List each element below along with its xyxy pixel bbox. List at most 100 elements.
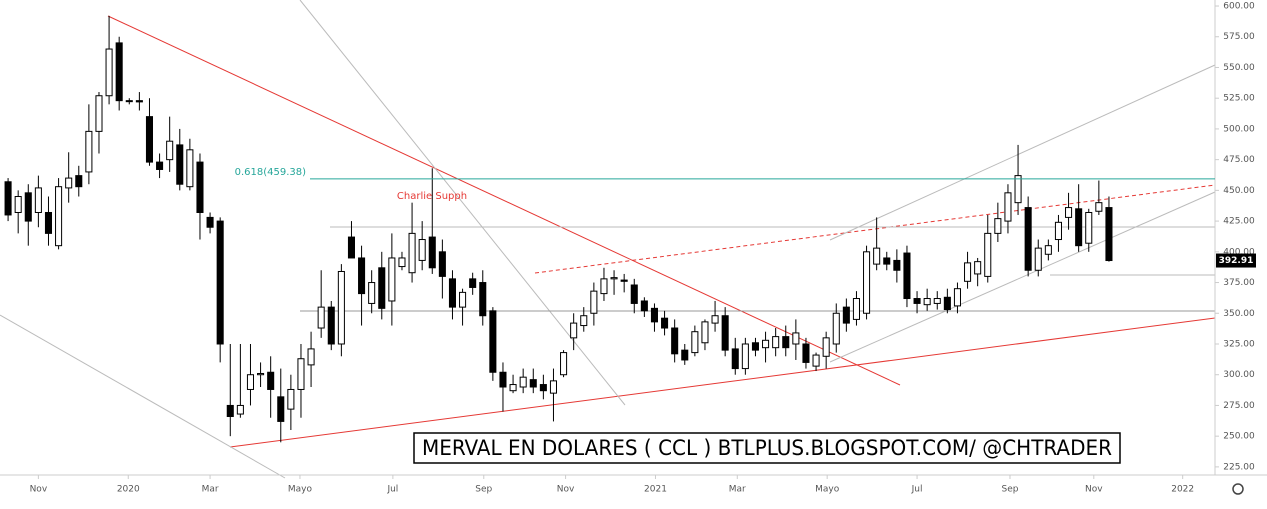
candle-body	[650, 307, 658, 323]
candle-body	[267, 371, 275, 390]
candle-body	[832, 312, 840, 345]
candle-body	[448, 278, 456, 308]
candle-body	[479, 282, 487, 317]
candle-body	[408, 232, 416, 274]
candle-body	[176, 144, 184, 185]
annotation: Charlie Supph	[397, 191, 467, 202]
y-tick-label: 575.00	[1223, 32, 1255, 42]
candle-body	[1105, 207, 1113, 262]
candle-body	[85, 130, 93, 173]
candle-body	[418, 239, 426, 261]
candle-body	[772, 336, 780, 349]
candle-body	[14, 196, 22, 213]
x-tick-label: 2021	[644, 485, 667, 495]
candle-body	[964, 262, 972, 282]
candle-body	[933, 298, 941, 304]
candle-body	[822, 337, 830, 357]
last-price-tag	[1216, 253, 1256, 268]
candle-body	[852, 298, 860, 320]
candle-body	[4, 181, 12, 216]
candle-body	[1085, 211, 1093, 244]
candle-body	[1024, 207, 1032, 271]
y-tick-label: 500.00	[1223, 124, 1255, 134]
x-tick-label: Mar	[202, 485, 219, 495]
y-tick-label: 425.00	[1223, 217, 1255, 227]
x-tick-label: Mayo	[815, 485, 840, 495]
x-tick-label: Nov	[1085, 485, 1103, 495]
candle-body	[681, 349, 689, 361]
candle-body	[721, 315, 729, 351]
candle-body	[1034, 247, 1042, 271]
candle-body	[731, 348, 739, 370]
y-tick-label: 325.00	[1223, 339, 1255, 349]
candle-body	[1075, 208, 1083, 247]
candle-body	[812, 354, 820, 367]
trend-line	[299, 0, 626, 406]
drawings	[0, 0, 1216, 479]
candle-body	[166, 140, 174, 161]
candle-body	[943, 296, 951, 311]
candle-body	[287, 388, 295, 410]
candles	[4, 15, 1113, 443]
candle-body	[580, 315, 588, 327]
y-tick-label: 450.00	[1223, 186, 1255, 196]
candle-body	[661, 317, 669, 329]
candle-body	[378, 267, 386, 309]
candle-body	[600, 278, 608, 295]
candle-body	[459, 291, 467, 308]
x-tick-label: 2022	[1171, 485, 1194, 495]
candle-body	[358, 257, 366, 295]
candle-body	[34, 187, 42, 213]
y-tick-label: 250.00	[1223, 432, 1255, 442]
candle-body	[95, 95, 103, 132]
candle-body	[347, 236, 356, 259]
candle-body	[711, 315, 719, 324]
candle-body	[24, 192, 32, 222]
candle-body	[974, 261, 982, 275]
candle-body	[782, 336, 790, 349]
candle-body	[469, 278, 477, 288]
chart-title: MERVAL EN DOLARES ( CCL ) BTLPLUS.BLOGSP…	[422, 436, 1112, 460]
candle-body	[691, 331, 699, 354]
candle-body	[156, 161, 164, 170]
candle-body	[115, 42, 123, 102]
candle-body	[1054, 221, 1062, 241]
candle-body	[1004, 192, 1012, 222]
x-tick-label: Nov	[557, 485, 575, 495]
candle-body	[226, 404, 234, 418]
candle-body	[640, 300, 648, 312]
candle-body	[327, 306, 335, 345]
candle-body	[257, 372, 265, 376]
candle-body	[701, 321, 709, 344]
candle-body	[802, 343, 810, 363]
settings-icon[interactable]	[1232, 483, 1244, 495]
candle-body	[792, 332, 800, 345]
title-box	[413, 432, 1121, 464]
x-tick-label: Nov	[30, 485, 48, 495]
x-tick-label: Sep	[1001, 485, 1018, 495]
candle-body	[570, 322, 578, 339]
candle-body	[509, 384, 517, 392]
candle-body	[135, 100, 143, 103]
candle-body	[196, 161, 204, 213]
candle-body	[762, 339, 770, 349]
y-tick-label: 300.00	[1223, 370, 1255, 380]
x-tick-label: Jul	[386, 485, 398, 495]
candle-body	[186, 149, 194, 188]
trend-line	[0, 314, 286, 479]
candle-body	[337, 270, 345, 345]
trend-line	[229, 317, 1216, 448]
candle-body	[55, 186, 63, 247]
fib-label: 0.618(459.38)	[235, 167, 307, 178]
candle-body	[893, 259, 901, 271]
candle-body	[428, 236, 436, 269]
candle-body	[206, 216, 214, 228]
candle-body	[751, 342, 759, 351]
candle-body	[913, 298, 921, 304]
candle-body	[1014, 175, 1022, 204]
candle-body	[277, 396, 285, 422]
candle-body	[883, 257, 891, 265]
candle-body	[873, 247, 881, 265]
candle-body	[519, 376, 527, 388]
